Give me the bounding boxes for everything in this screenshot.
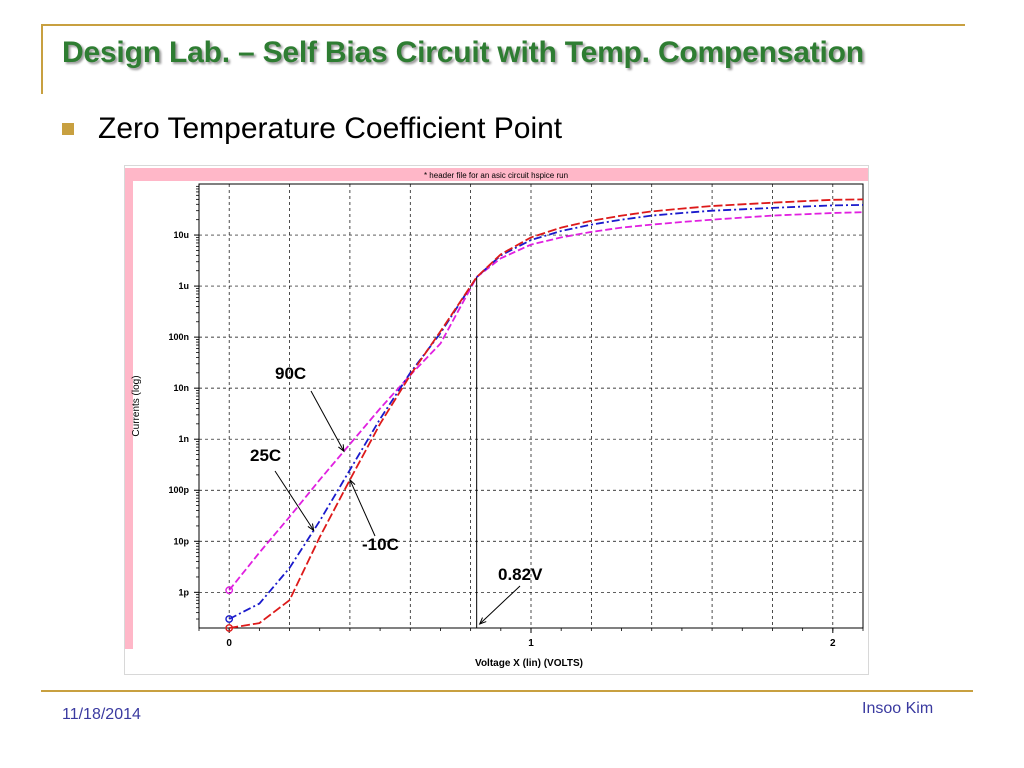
slide-title: Design Lab. – Self Bias Circuit with Tem… xyxy=(62,36,864,69)
y-axis-label: Currents (log) xyxy=(131,375,142,436)
series-start-marker xyxy=(225,586,234,595)
annotations: 90C 25C -10C 0.82V xyxy=(250,277,543,628)
chart-header-band xyxy=(125,168,868,181)
annotation-arrow xyxy=(349,479,376,537)
chart-svg: * header file for an asic circuit hspice… xyxy=(125,168,868,669)
chart-frame: * header file for an asic circuit hspice… xyxy=(124,165,869,675)
x-tick-label: 2 xyxy=(830,638,836,649)
chart-side-band xyxy=(125,181,133,649)
footer-line xyxy=(41,690,973,692)
annotation-label: 0.82V xyxy=(498,565,543,584)
annotation-label: 25C xyxy=(250,446,281,465)
series-line--10C xyxy=(229,198,864,629)
series-lines xyxy=(225,198,864,632)
y-tick-label: 1u xyxy=(178,281,189,291)
chart-title: * header file for an asic circuit hspice… xyxy=(424,171,568,180)
annotation-arrow-head xyxy=(307,523,315,532)
x-axis-label: Voltage X (lin) (VOLTS) xyxy=(475,658,583,669)
annotation-arrow-head xyxy=(478,617,487,625)
annotation-label: 90C xyxy=(275,364,306,383)
annotation-arrow-head xyxy=(349,478,356,487)
bullet-text: Zero Temperature Coefficient Point xyxy=(98,112,563,145)
y-tick-label: 100n xyxy=(168,332,189,342)
series-line-25C xyxy=(228,204,864,620)
y-tick-label: 1p xyxy=(178,587,189,597)
y-tick-label: 10n xyxy=(173,383,189,393)
x-tick-label: 0 xyxy=(226,638,232,649)
annotation-arrow xyxy=(310,390,345,452)
footer-author: Insoo Kim xyxy=(862,700,934,717)
series-line-90C xyxy=(228,211,864,591)
y-axis-ticks: 1p 10p 100p 1n 10n 100n 1u 10u xyxy=(168,185,199,620)
y-tick-label: 100p xyxy=(168,485,189,495)
footer-date: 11/18/2014 xyxy=(62,706,141,723)
x-axis-ticks: 0 1 2 xyxy=(198,628,864,649)
annotation-arrow-head xyxy=(338,444,345,453)
x-tick-label: 1 xyxy=(528,638,534,649)
grid-lines xyxy=(199,184,863,628)
series-start-marker xyxy=(225,624,234,632)
series-start-marker xyxy=(225,615,234,623)
annotation-arrow xyxy=(479,585,521,625)
accent-vertical-bar xyxy=(41,24,43,94)
y-tick-label: 10p xyxy=(173,536,189,546)
annotation-label: -10C xyxy=(362,535,399,554)
accent-horizontal-bar xyxy=(41,24,965,26)
y-tick-label: 10u xyxy=(173,230,189,240)
y-tick-label: 1n xyxy=(178,434,189,444)
bullet-square-icon xyxy=(62,123,74,135)
annotation-arrow xyxy=(274,470,315,531)
bullet-item: Zero Temperature Coefficient Point xyxy=(62,112,562,146)
